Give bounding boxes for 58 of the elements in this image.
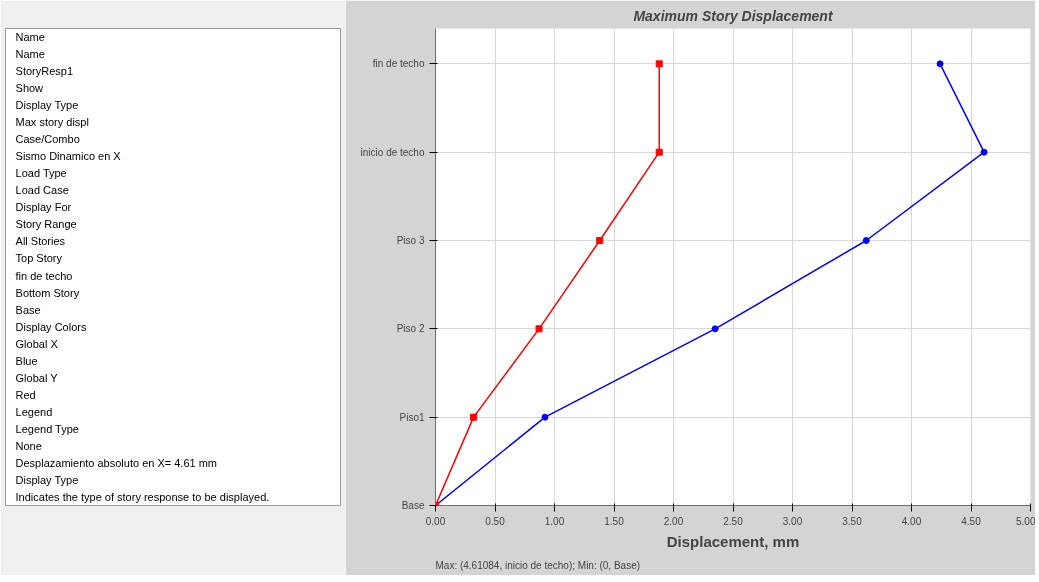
y-tick-label: Base	[401, 500, 425, 511]
x-tick-label: 5.00	[1016, 515, 1036, 527]
text: None	[15, 439, 42, 452]
point	[655, 60, 663, 68]
text: Blue	[15, 354, 38, 367]
text: Sismo Dinamico en X	[15, 150, 122, 163]
text: Global Y	[15, 371, 59, 384]
text: Max: (4.61084, inicio de techo); Min: (0, Base)	[435, 559, 641, 571]
text: Base	[15, 303, 41, 316]
text: Name	[15, 31, 45, 44]
text: Global X	[15, 337, 59, 350]
text: All Stories	[15, 235, 66, 248]
point	[655, 148, 663, 156]
text: Story Range	[15, 218, 77, 231]
point	[862, 237, 870, 244]
x-tick-label: 2.50	[723, 515, 744, 527]
text: fin de techo	[15, 269, 73, 282]
text: Desplazamiento absoluto en X= 4.61 mm	[15, 456, 218, 469]
text: StoryResp1	[15, 65, 74, 78]
x-axis-title: Displacement, mm	[666, 532, 800, 550]
text: Show	[15, 82, 44, 95]
x-tick-label: 2.00	[663, 515, 684, 527]
x-tick-label: 0.00	[425, 515, 446, 527]
text: Display Type	[15, 99, 79, 112]
text: Display For	[15, 201, 72, 214]
point	[596, 237, 604, 244]
x-tick-label: 4.50	[961, 515, 982, 527]
y-tick-label: Piso1	[399, 411, 425, 423]
text: Load Case	[15, 184, 69, 197]
point	[711, 325, 719, 333]
point	[980, 148, 988, 156]
point	[541, 413, 549, 421]
text: Name	[15, 48, 45, 61]
x-tick-label: 3.00	[782, 515, 803, 527]
y-tick-label: inicio de techo	[360, 146, 425, 158]
text: Load Type	[15, 167, 67, 180]
text: Max story displ	[15, 116, 89, 129]
point	[470, 413, 478, 421]
text: Legend	[15, 405, 53, 418]
chart-title: Maximum Story Displacement	[633, 7, 834, 24]
x-tick-label: 4.00	[901, 515, 922, 527]
y-tick-label: Piso 2	[396, 323, 425, 335]
text: Legend Type	[15, 422, 79, 435]
text: Indicates the type of story response to be displayed.	[15, 490, 270, 503]
text: Case/Combo	[15, 133, 80, 146]
text: Display Colors	[15, 320, 87, 333]
x-tick-label: 0.50	[485, 515, 506, 527]
text: Top Story	[15, 252, 63, 265]
x-tick-label: 1.00	[544, 515, 565, 527]
x-tick-label: 1.50	[604, 515, 625, 527]
y-tick-label: Piso 3	[396, 235, 425, 246]
text: Display Type	[15, 473, 79, 486]
point	[535, 325, 543, 333]
text: Bottom Story	[15, 286, 80, 299]
x-tick-label: 3.50	[842, 515, 863, 527]
y-tick-label: fin de techo	[372, 58, 425, 70]
point	[936, 60, 944, 68]
text: Red	[15, 388, 36, 401]
